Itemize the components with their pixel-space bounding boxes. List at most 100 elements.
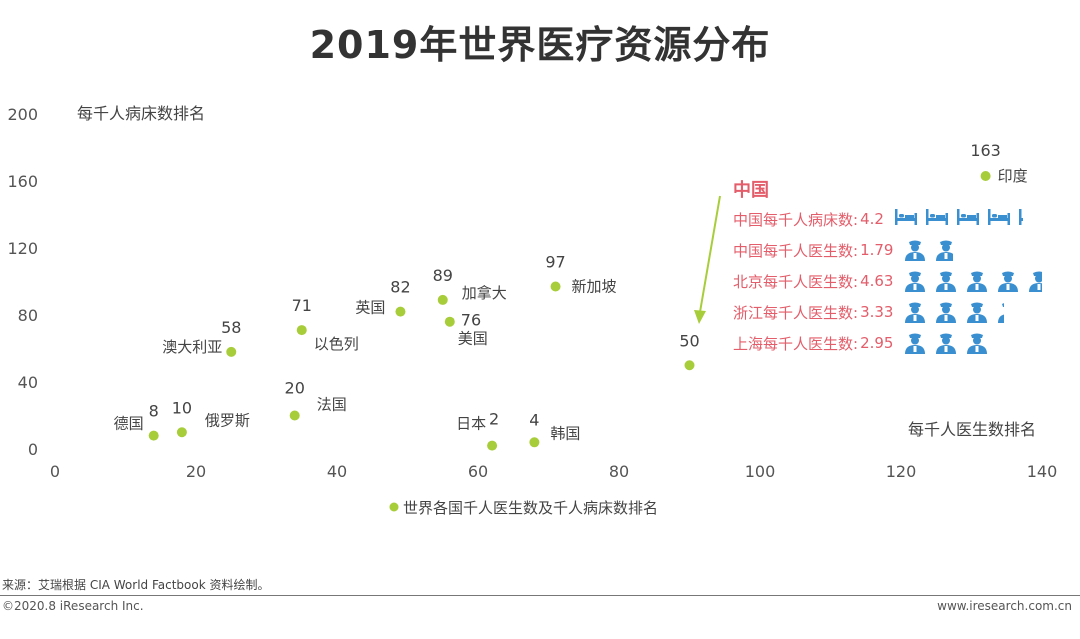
website-link[interactable]: www.iresearch.com.cn — [937, 599, 1072, 613]
point-country-label: 法国 — [317, 396, 347, 414]
point-value-label: 76 — [461, 311, 481, 330]
china-stat-row: 中国每千人医生数: 1.79 — [733, 238, 960, 262]
x-tick-label: 140 — [1027, 462, 1058, 481]
china-stat-value: 2.95 — [860, 334, 894, 352]
bed-icon — [956, 208, 980, 230]
point-value-label: 4 — [529, 410, 539, 429]
scatter-point — [289, 410, 300, 421]
y-tick-label: 120 — [7, 239, 38, 258]
doctor-icon — [996, 270, 1020, 292]
legend-marker — [389, 502, 399, 512]
x-tick-label: 40 — [327, 462, 347, 481]
china-stat-row: 中国每千人病床数: 4.2 — [733, 207, 1030, 231]
legend: 世界各国千人医生数及千人病床数排名 — [389, 499, 658, 517]
point-value-label: 2 — [489, 410, 499, 429]
point-country-label: 日本 — [456, 415, 486, 433]
x-tick-label: 80 — [609, 462, 629, 481]
point-country-label: 加拿大 — [462, 284, 507, 302]
scatter-point — [296, 325, 307, 336]
y-tick-label: 200 — [7, 105, 38, 124]
point-country-label: 新加坡 — [572, 278, 617, 296]
doctor-icon — [903, 270, 927, 292]
point-value-label: 97 — [545, 253, 565, 272]
point-value-label: 8 — [149, 402, 159, 421]
point-value-label: 10 — [172, 398, 192, 417]
china-stat-label: 中国每千人病床数: — [733, 210, 859, 229]
y-tick-label: 80 — [18, 306, 38, 325]
legend-label: 世界各国千人医生数及千人病床数排名 — [403, 499, 658, 517]
scatter-point — [226, 346, 237, 357]
scatter-point — [395, 306, 406, 317]
china-stat-label: 上海每千人医生数: — [733, 334, 859, 353]
x-tick-label: 60 — [468, 462, 488, 481]
doctor-icon — [996, 301, 1005, 323]
doctor-icon — [1027, 270, 1043, 292]
doctor-icon — [965, 270, 989, 292]
source-note: 来源：艾瑞根据 CIA World Factbook 资料绘制。 — [2, 578, 270, 592]
point-country-label: 印度 — [998, 167, 1028, 185]
point-country-label: 俄罗斯 — [205, 411, 250, 429]
point-value-label: 20 — [285, 379, 305, 398]
bed-icon — [894, 208, 918, 230]
arrow-head — [694, 310, 706, 324]
axes: 0 20 40 60 80 100 120 140 0 40 80 120 160 200 每千人病床数排名… — [7, 104, 1057, 481]
point-country-label: 德国 — [114, 415, 144, 433]
x-axis-label: 每千人医生数排名 — [908, 420, 1036, 439]
copyright: ©2020.8 iResearch Inc. — [2, 599, 144, 613]
doctor-icon — [934, 301, 958, 323]
chart-title: 2019年世界医疗资源分布 — [309, 23, 771, 67]
point-value-label: 163 — [970, 141, 1001, 160]
doctor-icon — [965, 301, 989, 323]
y-tick-label: 40 — [18, 373, 38, 392]
point-value-label: 71 — [292, 296, 312, 315]
point-country-label: 韩国 — [550, 424, 580, 442]
x-tick-label: 20 — [186, 462, 206, 481]
scatter-point — [437, 294, 448, 305]
china-stat-row: 上海每千人医生数: 2.95 — [733, 331, 995, 355]
china-stat-value: 1.79 — [860, 241, 894, 259]
doctor-icon — [965, 332, 988, 354]
icon-pictogram — [903, 301, 1011, 323]
bed-icon — [987, 208, 1011, 230]
scatter-point — [176, 427, 187, 438]
bed-icon — [1018, 208, 1023, 230]
x-tick-label: 100 — [745, 462, 776, 481]
scatter-point — [444, 316, 455, 327]
x-tick-label: 120 — [886, 462, 917, 481]
doctor-icon — [903, 301, 927, 323]
china-stat-value: 3.33 — [860, 303, 894, 321]
point-country-label: 以色列 — [314, 335, 359, 353]
x-tick-label: 0 — [50, 462, 60, 481]
point-country-label: 英国 — [355, 299, 385, 317]
arrow-line — [699, 195, 721, 313]
china-stat-value: 4.2 — [860, 210, 884, 228]
bed-icon — [925, 208, 949, 230]
icon-pictogram — [903, 270, 1049, 292]
scatter-point — [148, 430, 159, 441]
doctor-icon — [934, 270, 958, 292]
china-arrow — [694, 195, 721, 324]
y-axis-label: 每千人病床数排名 — [77, 104, 205, 123]
scatter-point — [529, 437, 540, 448]
china-stat-label: 中国每千人医生数: — [733, 241, 859, 260]
scatter-point — [980, 170, 991, 181]
footer-divider — [0, 595, 1080, 596]
doctor-icon — [903, 332, 927, 354]
y-tick-label: 160 — [7, 172, 38, 191]
point-value-label: 50 — [679, 331, 699, 350]
china-stat-value: 4.63 — [860, 272, 894, 290]
y-tick-label: 0 — [28, 440, 38, 459]
icon-pictogram — [903, 332, 995, 354]
china-stat-row: 北京每千人医生数: 4.63 — [733, 269, 1049, 293]
scatter-chart: 0 20 40 60 80 100 120 140 0 40 80 120 160 200 每千人病床数排名… — [7, 104, 1057, 517]
point-value-label: 89 — [433, 266, 453, 285]
china-stat-label: 北京每千人医生数: — [733, 272, 859, 291]
icon-pictogram — [903, 239, 960, 261]
scatter-point — [550, 281, 561, 292]
point-country-label: 澳大利亚 — [162, 338, 222, 356]
point-country-label: 美国 — [458, 330, 488, 348]
china-callout-title: 中国 — [733, 180, 769, 201]
scatter-point — [684, 360, 695, 371]
